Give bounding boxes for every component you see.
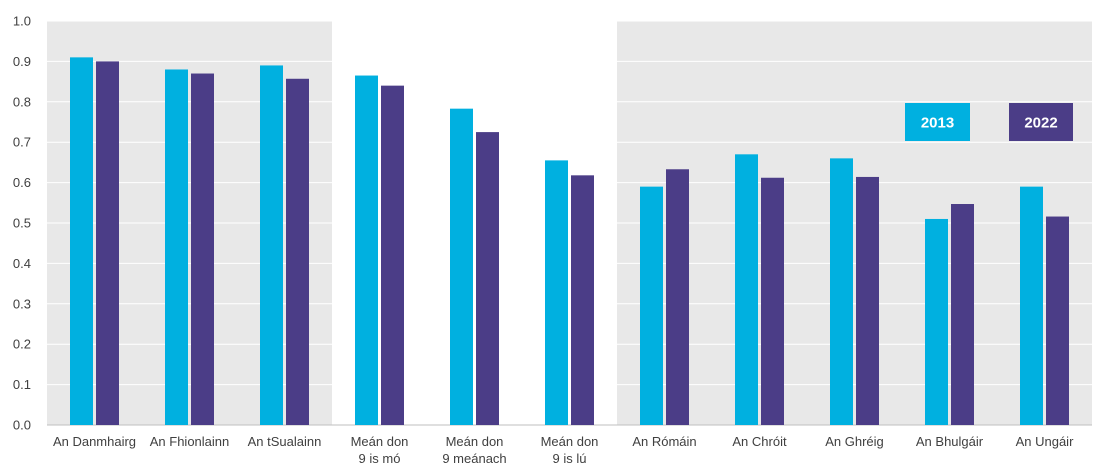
bar-2022 (286, 78, 309, 425)
bar-2022 (761, 177, 784, 425)
bars (70, 57, 1069, 426)
x-category-label: An Ungáir (1016, 434, 1074, 449)
bar-2022 (191, 73, 214, 426)
y-axis-tick-labels: 0.0 0.1 0.2 0.3 0.4 0.5 0.6 0.7 0.8 0.9 1.0 (13, 14, 31, 433)
x-category-label: An Chróit (732, 434, 787, 449)
legend: 2013 2022 (905, 103, 1073, 141)
bar-2022 (96, 61, 119, 426)
y-tick-label: 0.1 (13, 377, 31, 392)
y-tick-label: 0.8 (13, 94, 31, 109)
legend-label-2013: 2013 (921, 115, 954, 132)
x-category-label: An Rómáin (632, 434, 696, 449)
bar-2013 (640, 186, 663, 425)
bar-2013 (70, 57, 93, 426)
x-category-label: An tSualainn (248, 434, 322, 449)
bar-2013 (545, 160, 568, 425)
bar-2022 (476, 132, 499, 425)
y-tick-label: 0.3 (13, 296, 31, 311)
x-category-label: An Bhulgáir (916, 434, 984, 449)
y-tick-label: 0.7 (13, 135, 31, 150)
bar-2013 (260, 65, 283, 425)
y-tick-label: 1.0 (13, 14, 31, 29)
bar-2022 (856, 176, 879, 425)
bar-2022 (666, 169, 689, 425)
x-category-label: 9 is lú (553, 451, 587, 466)
y-tick-label: 0.6 (13, 175, 31, 190)
x-category-label: An Ghréig (825, 434, 884, 449)
bar-2022 (1046, 216, 1069, 425)
y-tick-label: 0.9 (13, 54, 31, 69)
y-tick-label: 0.0 (13, 418, 31, 433)
x-category-label: An Danmhairg (53, 434, 136, 449)
bar-2013 (450, 108, 473, 425)
bar-2022 (951, 204, 974, 425)
y-tick-label: 0.2 (13, 337, 31, 352)
x-category-label: 9 meánach (442, 451, 506, 466)
legend-box-2013 (905, 103, 970, 141)
y-tick-label: 0.4 (13, 256, 31, 271)
y-tick-label: 0.5 (13, 216, 31, 231)
legend-label-2022: 2022 (1024, 115, 1057, 132)
bar-2013 (735, 154, 758, 425)
gridlines (47, 20, 1092, 426)
bar-2013 (165, 69, 188, 425)
x-category-label: Meán don (541, 434, 599, 449)
x-axis-category-labels: An Danmhairg An Fhionlainn An tSualainn Meá… (53, 434, 1074, 466)
x-category-label: An Fhionlainn (150, 434, 230, 449)
x-category-label: 9 is mó (359, 451, 401, 466)
bar-2022 (381, 85, 404, 425)
x-category-label: Meán don (351, 434, 409, 449)
legend-box-2022 (1009, 103, 1073, 141)
bar-2013 (355, 75, 378, 425)
x-category-label: Meán don (446, 434, 504, 449)
bar-2022 (571, 175, 594, 425)
bar-2013 (830, 158, 853, 426)
bar-2013 (925, 218, 948, 425)
bar-2013 (1020, 186, 1043, 425)
